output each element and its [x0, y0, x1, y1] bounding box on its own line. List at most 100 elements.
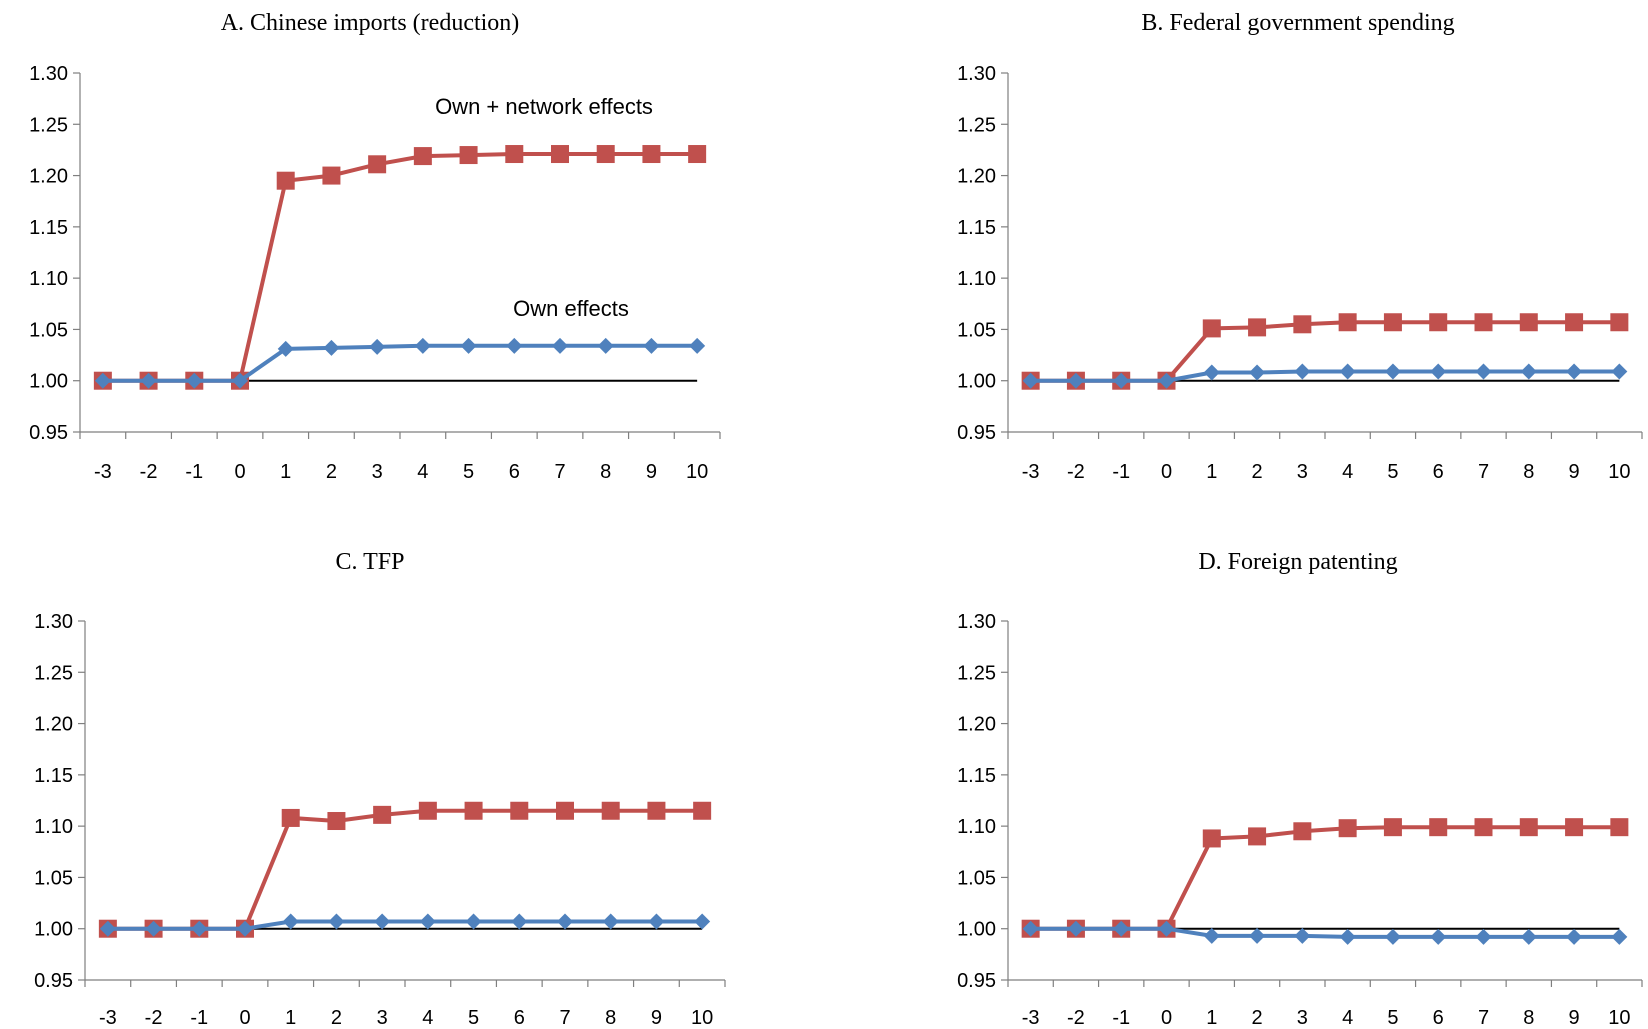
panel-b: B. Federal government spending 1.30 1.25 1…	[957, 10, 1643, 483]
panel-b-y-tick-label: 1.30	[957, 63, 996, 85]
panel-d-series-own-network-point	[1248, 827, 1267, 846]
panel-d: D. Foreign patenting 1.30 1.25 1.20 1.15 1.1…	[957, 549, 1643, 1029]
panel-c-series-own-network-point	[601, 801, 620, 820]
panel-c-series-own-network-point	[418, 801, 437, 820]
panel-c-x-tick-label: 8	[605, 1007, 616, 1029]
panel-c-x-tick-label: 4	[422, 1007, 433, 1029]
panel-d-series-own-point	[1294, 927, 1311, 944]
panel-d-y-tick-label: 1.10	[957, 816, 996, 838]
panel-b-plot	[1021, 313, 1629, 390]
panel-c-series-own-point	[557, 913, 573, 930]
panel-b-series-own-point	[1475, 363, 1492, 380]
panel-b-series-own-point	[1430, 363, 1447, 380]
panel-c-y-tick-label: 1.10	[34, 816, 73, 838]
panel-a-x-tick-label: 10	[686, 461, 708, 483]
panel-d-y-tick-label: 1.05	[957, 867, 996, 889]
panel-d-series-own-network-line	[1030, 825, 1620, 931]
panel-a: A. Chinese imports (reduction) 1.301.251…	[29, 10, 721, 483]
panel-a-y-tick-label: 1.05	[29, 319, 68, 341]
panel-c-x-tick-label: 0	[239, 1007, 250, 1029]
panel-d-series-own-network-point	[1383, 818, 1402, 837]
panel-c-series-own-network-point	[693, 801, 712, 820]
panel-c-x-tick-label: -3	[99, 1007, 117, 1029]
panel-d-series-own-point	[1249, 927, 1266, 944]
panel-b-x-tick-label: 1	[1206, 461, 1217, 483]
panel-a-series-own-network-point	[322, 166, 341, 185]
panel-c-y-axis: 1.30 1.25 1.20 1.15 1.10 1.05 1.00 0.95	[34, 611, 86, 992]
panel-a-series-own-point	[94, 372, 111, 389]
panel-d-y-tick-label: 0.95	[957, 970, 996, 992]
panel-a-y-tick-label: 1.15	[29, 217, 68, 239]
panel-b-series-own-point	[1566, 363, 1583, 380]
panel-d-x-axis: -3 -2 -1 0 1 2 3 4 5 6 7 8 9 10	[1007, 979, 1643, 1029]
panel-c-series-own-point	[602, 913, 619, 930]
panel-a-series-own-network-point	[551, 145, 569, 164]
panel-c-x-tick-label: 10	[691, 1007, 713, 1029]
panel-a-series-own-point	[643, 337, 660, 354]
panel-a-series-own-point	[552, 337, 568, 354]
panel-a-series-own-network-point	[413, 147, 432, 166]
panel-b-y-tick-label: 1.25	[957, 114, 996, 136]
panel-d-x-tick-label: 1	[1206, 1007, 1217, 1029]
panel-d-y-tick-label: 1.20	[957, 714, 996, 736]
panel-d-series-own-point	[1520, 928, 1537, 945]
panel-a-y-tick-label: 1.25	[29, 114, 68, 136]
panel-d-y-tick-label: 1.15	[957, 765, 996, 787]
panel-b-x-axis: -3 -2 -1 0 1 2 3 4 5 6 7 8 9 10	[1007, 431, 1643, 483]
panel-d-y-tick-label: 1.00	[957, 919, 996, 941]
panel-c-x-tick-label: 6	[514, 1007, 525, 1029]
panel-b-series-own-point	[1294, 363, 1311, 380]
panel-b-y-axis: 1.30 1.25 1.20 1.15 1.10 1.05 1.00 0.95	[957, 63, 1009, 444]
panel-a-x-tick-label: 7	[554, 461, 565, 483]
panel-c-y-tick-label: 1.20	[34, 714, 73, 736]
panel-c-series-own-network-line	[107, 808, 703, 931]
panel-d-series-own-point	[1158, 920, 1175, 937]
panel-c-y-tick-label: 1.25	[34, 662, 73, 684]
panel-b-series-own-point	[1339, 363, 1356, 380]
panel-d-x-tick-label: 6	[1433, 1007, 1444, 1029]
panel-a-series-own-point	[323, 339, 340, 356]
panel-c-x-tick-label: -1	[190, 1007, 208, 1029]
panel-d-x-tick-label: 2	[1252, 1007, 1263, 1029]
panel-a-series-own-network-point	[596, 145, 615, 164]
panel-a-plot	[93, 145, 707, 390]
panel-c-series-own-network-point	[373, 805, 392, 824]
panel-d-series-own-network-point	[1610, 818, 1629, 837]
panel-a-x-tick-label: 2	[326, 461, 337, 483]
panel-b-x-tick-label: 9	[1569, 461, 1580, 483]
panel-b-x-tick-label: 6	[1433, 461, 1444, 483]
panel-d-x-tick-label: 0	[1161, 1007, 1172, 1029]
panel-d-plot	[1021, 818, 1629, 945]
panel-b-x-tick-label: 7	[1478, 461, 1489, 483]
panel-c-series-own-network-point	[510, 801, 529, 820]
panel-d-series-own-point	[1566, 928, 1583, 945]
panel-a-y-tick-label: 1.20	[29, 166, 68, 188]
panel-a-series-own-network-point	[459, 146, 478, 165]
panel-a-x-tick-label: 6	[509, 461, 520, 483]
panel-b-series-own-point	[1203, 364, 1220, 381]
panel-c-x-tick-label: 3	[377, 1007, 388, 1029]
panel-c-series-own-point	[237, 920, 253, 937]
panel-c-y-tick-label: 0.95	[34, 970, 73, 992]
panel-d-series-own-point	[1022, 920, 1039, 937]
panel-b-title: B. Federal government spending	[1141, 10, 1454, 36]
panel-c-y-tick-label: 1.05	[34, 867, 73, 889]
panel-a-series-own-point	[140, 372, 157, 389]
panel-a-x-tick-label: 4	[417, 461, 428, 483]
panel-c-series-own-network-point	[464, 801, 483, 820]
panel-b-series-own-network-point	[1202, 319, 1221, 338]
panel-d-title: D. Foreign patenting	[1198, 549, 1397, 575]
panel-a-x-tick-label: 9	[646, 461, 657, 483]
panel-d-x-tick-label: 5	[1387, 1007, 1398, 1029]
panel-c-series-own-point	[374, 913, 391, 930]
panel-a-title: A. Chinese imports (reduction)	[221, 10, 520, 36]
panel-a-x-tick-label: 0	[234, 461, 245, 483]
panel-b-series-own-network-point	[1565, 313, 1584, 332]
panel-b-series-own-point	[1067, 372, 1084, 389]
panel-d-series-own-network-point	[1429, 818, 1448, 837]
panel-d-x-tick-label: 10	[1608, 1007, 1630, 1029]
panel-d-series-own-network-point	[1474, 818, 1493, 837]
panel-d-y-axis: 1.30 1.25 1.20 1.15 1.10 1.05 1.00 0.95	[957, 611, 1009, 992]
panel-a-annotation-own-network: Own + network effects	[435, 94, 653, 119]
panel-a-series-own-point	[232, 372, 248, 389]
